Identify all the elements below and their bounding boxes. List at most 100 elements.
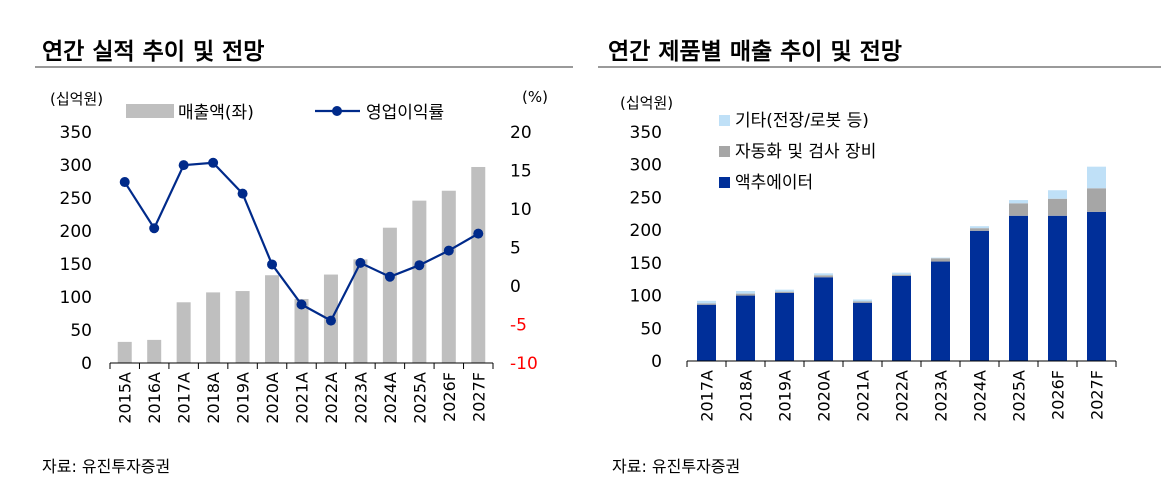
automation-bar-segment [931,258,950,262]
revenue-bar [441,190,456,363]
y-tick-label: 200 [630,221,662,241]
legend-automation-label: 자동화 및 검사 장비 [735,142,876,162]
other-bar-segment [1048,190,1067,199]
left-chart-panel: 연간 실적 추이 및 전망 (십억원) (%) 0 50 100 150 200 250 3… [0,0,580,492]
x-tick-label: 2021A [854,370,873,422]
other-bar-segment [775,289,794,292]
automation-bar-segment [736,293,755,296]
revenue-bar [265,275,280,363]
x-tick-label: 2017A [698,370,717,422]
actuator-bar-segment [853,302,872,361]
x-tick-label: 2023A [932,370,951,422]
operating-margin-point [325,315,336,326]
x-tick-label: 2026F [440,372,459,422]
left-source: 자료: 유진투자증권 [42,457,171,476]
x-tick-label: 2027F [1088,370,1107,420]
other-bar-segment [970,226,989,229]
actuator-bar-segment [931,261,950,361]
x-tick-label: 2016A [145,372,164,424]
actuator-bar-segment [1087,211,1106,361]
actuator-bar-segment [1009,215,1028,361]
x-tick-label: 2022A [893,370,912,422]
x-tick-label: 2017A [175,372,194,424]
y-tick-label: 250 [630,188,662,208]
x-tick-label: 2025A [410,372,429,424]
right-title-rule [598,66,1161,68]
x-tick-label: 2019A [776,370,795,422]
right-y-tick-label: 15 [510,162,532,182]
left-chart-svg: 0 50 100 150 200 250 300 350 -10 -5 0 5 10 15 20 2015A 2… [60,103,538,424]
actuator-bar-segment [814,277,833,361]
actuator-bar-segment [775,292,794,361]
left-y-tick-label: 0 [81,354,92,374]
revenue-bar [235,291,250,363]
operating-margin-point [355,257,366,268]
left-y-tick-label: 50 [70,321,92,341]
left-unit-label: (십억원) [50,90,104,108]
operating-margin-point [178,160,189,171]
other-bar-segment [1009,200,1028,204]
legend-bar-swatch [126,104,174,118]
y-tick-label: 0 [651,352,662,372]
x-tick-label: 2027F [469,372,488,422]
other-bar-segment [892,272,911,275]
actuator-bar-segment [970,230,989,361]
operating-margin-point [237,188,248,199]
automation-bar-segment [853,301,872,303]
x-tick-label: 2026F [1049,370,1068,420]
right-chart-svg: 0 50 100 150 200 250 300 350 2017A 2018A 2019A 2020… [630,111,1117,422]
revenue-bar [206,292,221,363]
x-tick-label: 2015A [116,372,135,424]
revenue-bar [382,227,397,363]
left-y-tick-label: 350 [60,123,92,143]
x-tick-label: 2021A [293,372,312,424]
right-chart-title: 연간 제품별 매출 추이 및 전망 [608,39,902,65]
y-tick-label: 300 [630,156,662,176]
left-y-tick-label: 250 [60,189,92,209]
other-bar-segment [736,290,755,294]
automation-bar-segment [814,275,833,278]
automation-bar-segment [775,291,794,293]
revenue-bar [353,259,368,363]
actuator-bar-segment [892,275,911,361]
left-y-tick-label: 150 [60,255,92,275]
right-y-tick-label: 10 [510,200,532,220]
x-tick-label: 2020A [815,370,834,422]
left-y-tick-label: 200 [60,222,92,242]
automation-bar-segment [892,274,911,276]
right-y-tick-label: 5 [510,239,521,259]
automation-bar-segment [1087,188,1106,212]
automation-bar-segment [970,228,989,231]
x-tick-label: 2022A [322,372,341,424]
operating-margin-point [119,177,130,188]
x-tick-label: 2023A [351,372,370,424]
automation-bar-segment [1009,203,1028,216]
y-tick-label: 50 [640,319,662,339]
right-y-tick-label: 0 [510,277,521,297]
revenue-bar [412,200,427,363]
operating-margin-point [414,260,425,271]
revenue-bar [294,298,309,363]
left-y-tick-label: 300 [60,156,92,176]
operating-margin-point [473,228,484,239]
right-source: 자료: 유진투자증권 [612,457,741,476]
other-bar-segment [931,257,950,259]
operating-margin-point [267,259,278,270]
left-chart-title: 연간 실적 추이 및 전망 [42,39,265,65]
revenue-bar [471,166,486,363]
x-tick-label: 2024A [971,370,990,422]
legend-other-label: 기타(전장/로봇 등) [735,111,869,131]
x-tick-label: 2020A [263,372,282,424]
revenue-bar [147,339,162,363]
x-tick-label: 2018A [737,370,756,422]
legend-line-marker [332,106,342,116]
other-bar-segment [853,299,872,302]
operating-margin-point [296,299,307,310]
x-tick-label: 2025A [1010,370,1029,422]
left-y-tick-label: 100 [60,288,92,308]
legend-other-swatch [719,115,730,126]
left-title-rule [35,66,573,68]
operating-margin-point [149,223,160,234]
right-unit-label: (십억원) [620,94,674,112]
actuator-bar-segment [736,295,755,361]
